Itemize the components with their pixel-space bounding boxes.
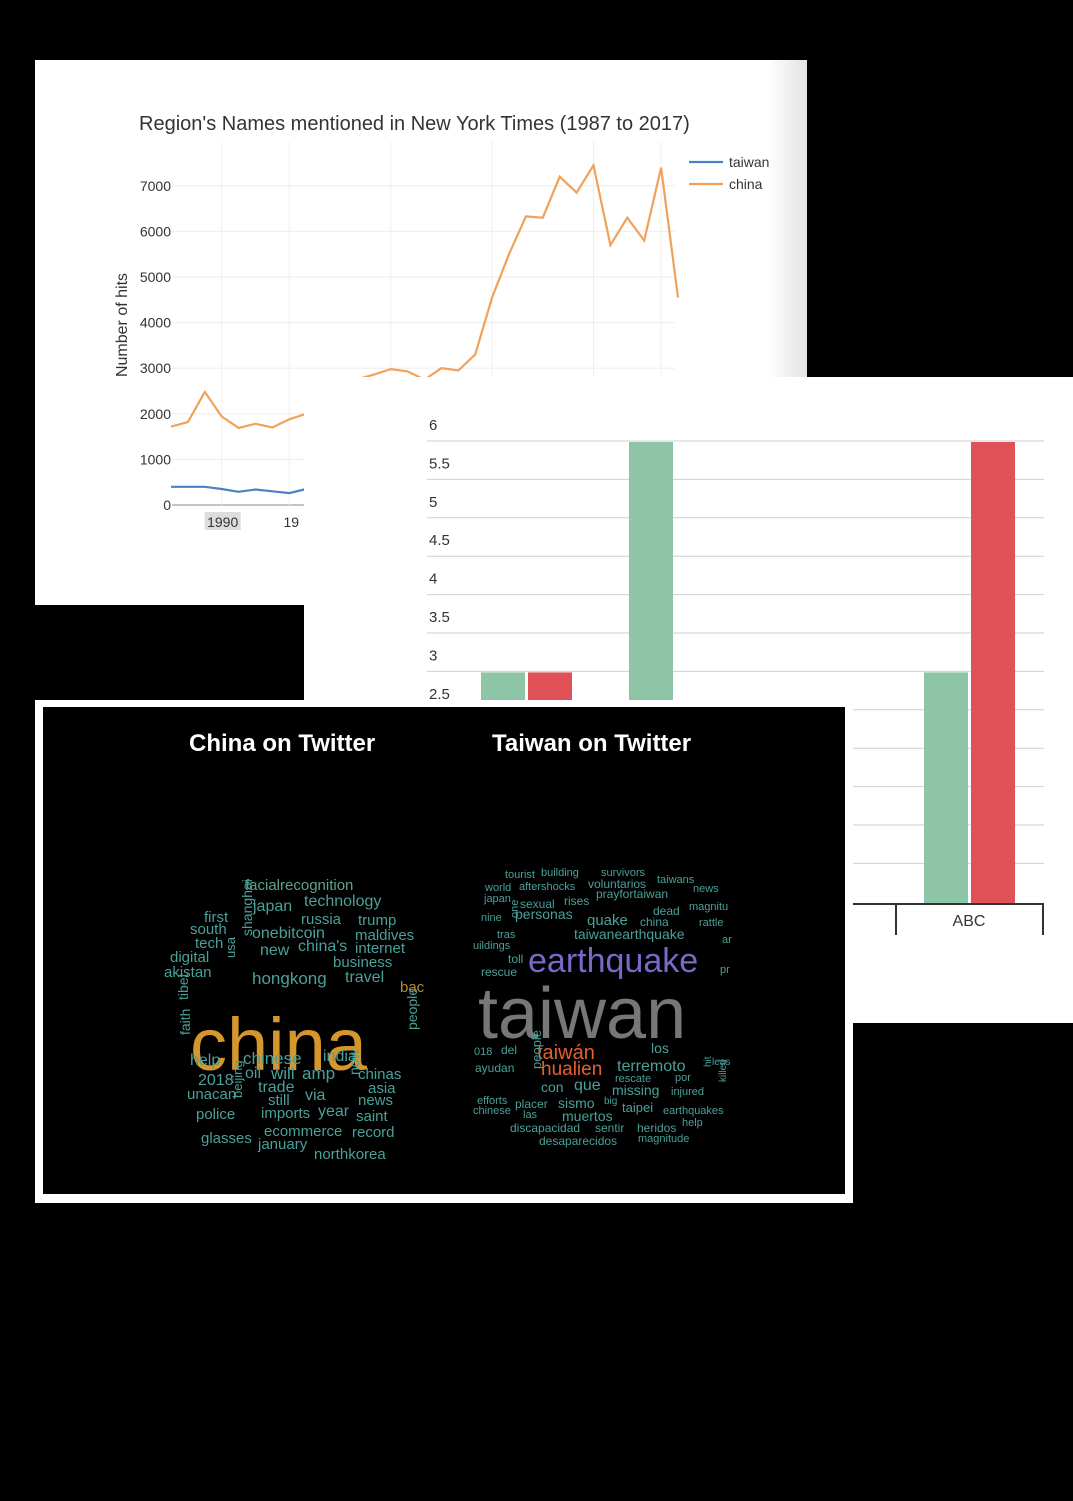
wordcloud-word: tourist [505,870,535,881]
category-label-abc: ABC [953,913,986,930]
wordcloud-word: tibet [176,974,190,1000]
wordcloud-word: prayfortaiwan [596,888,668,900]
wordcloud-word: building [541,868,579,879]
wordcloud-word: imports [261,1106,310,1121]
y-tick-label: 5 [429,494,437,511]
wordcloud-word: trump [358,913,396,928]
wordcloud-word: glasses [201,1131,252,1146]
wordcloud-word: magnitude [638,1134,689,1145]
wordcloud-word: via [305,1088,325,1104]
y-tick-label: 3 [429,647,437,664]
y-tick-label: 3.5 [429,609,450,626]
wordcloud-word: las [523,1110,537,1121]
wordcloud-word: hit [704,1056,714,1067]
wordcloud-word: news [693,884,719,895]
wordcloud-word: beijing [231,1060,244,1098]
china-twitter-title: China on Twitter [189,730,375,758]
wordcloud-word: big [604,1097,617,1107]
y-tick-label: 6 [429,417,437,434]
y-tick-label: 2000 [140,406,171,422]
y-axis-label: Number of hits [114,273,131,377]
wordcloud-word: saint [356,1109,388,1124]
wordcloud-word: chinese [473,1106,511,1117]
wordcloud-word: que [574,1078,601,1094]
wordcloud-word: people [530,1030,543,1069]
y-tick-label: 4000 [140,315,171,331]
legend-label: taiwan [729,154,769,170]
wordcloud-word: ar [722,935,732,946]
wordcloud-word: hongkong [252,970,327,987]
wordcloud-word: desaparecidos [539,1135,617,1147]
wordcloud-word: earthquakes [663,1106,724,1117]
wordcloud-word: faith [178,1009,192,1035]
y-tick-label: 4 [429,571,437,588]
legend-label: china [729,176,763,192]
taiwan-twitter-title: Taiwan on Twitter [492,730,691,758]
bar [924,672,968,904]
wordcloud-word: ayudan [475,1062,514,1074]
y-tick-label: 1000 [140,451,171,467]
wordcloud-word: facialrecognition [245,878,353,893]
wordcloud-word: taipei [622,1101,653,1114]
wordcloud-word: por [675,1073,691,1084]
wordcloud-word: new [260,943,289,959]
wordcloud-word: magnitu [689,902,728,913]
wordcloud-word: pr [720,965,730,976]
x-tick-label: 1990 [207,514,238,530]
wordcloud-word: record [352,1125,395,1140]
wordcloud-word: one [510,900,521,918]
wordcloud-word: amp [302,1065,335,1082]
bar [971,442,1015,904]
wordcloud-word: taiwans [657,875,694,886]
wordcloud-word: discapacidad [510,1122,580,1134]
wordcloud-word: northkorea [314,1147,386,1162]
y-tick-label: 5000 [140,269,171,285]
wordcloud-word: del [501,1044,517,1056]
wordcloud-word: now [347,1049,361,1075]
wordcloud-word: unacan [187,1087,236,1102]
y-tick-label: 7000 [140,178,171,194]
y-tick-label: 5.5 [429,455,450,472]
wordcloud-word: digital [170,950,209,965]
wordcloud-word: 018 [474,1047,492,1058]
chart-title: Region's Names mentioned in New York Tim… [139,113,690,135]
wordcloud-word: january [258,1137,307,1152]
y-tick-label: 3000 [140,360,171,376]
wordcloud-word: people [405,988,419,1030]
wordcloud-word: usa [224,937,237,958]
wordcloud-word: travel [345,970,384,986]
wordcloud-word: sentir [595,1122,624,1134]
wordcloud-word: china's [298,939,347,955]
wordcloud-word: aftershocks [519,882,575,893]
wordcloud-word: rattle [699,918,723,929]
series-line-taiwan [171,487,306,493]
wordcloud-background [43,707,845,1194]
wordcloud-word: japan [484,894,511,905]
wordcloud-word: uildings [473,941,510,952]
wordcloud-word: technology [304,894,381,910]
wordcloud-word: help [190,1053,220,1069]
wordcloud-word: business [333,955,392,970]
wordcloud-word: injured [671,1087,704,1098]
wordcloud-word: news [358,1093,393,1108]
wordcloud-word: earthquake [528,944,698,978]
wordcloud-word: personas [515,907,573,921]
wordcloud-word: taiwanearthquake [574,927,685,941]
wordcloud-word: police [196,1107,235,1122]
wordcloud-word: toll [508,953,523,965]
x-tick-label: 19 [284,514,300,530]
y-tick-label: 0 [163,497,171,513]
y-tick-label: 4.5 [429,532,450,549]
wordcloud-word: nine [481,913,502,924]
wordcloud-word: leas [712,1058,730,1068]
wordcloud-word: missing [612,1083,659,1097]
wordcloud-word: shanghai [240,879,254,936]
wordcloud-panel [35,700,853,1203]
wordcloud-word: con [541,1080,564,1094]
y-tick-label: 6000 [140,223,171,239]
wordcloud-word: los [651,1041,669,1055]
wordcloud-word: help [682,1118,703,1129]
wordcloud-word: japan [253,899,292,915]
wordcloud-word: year [318,1104,349,1120]
